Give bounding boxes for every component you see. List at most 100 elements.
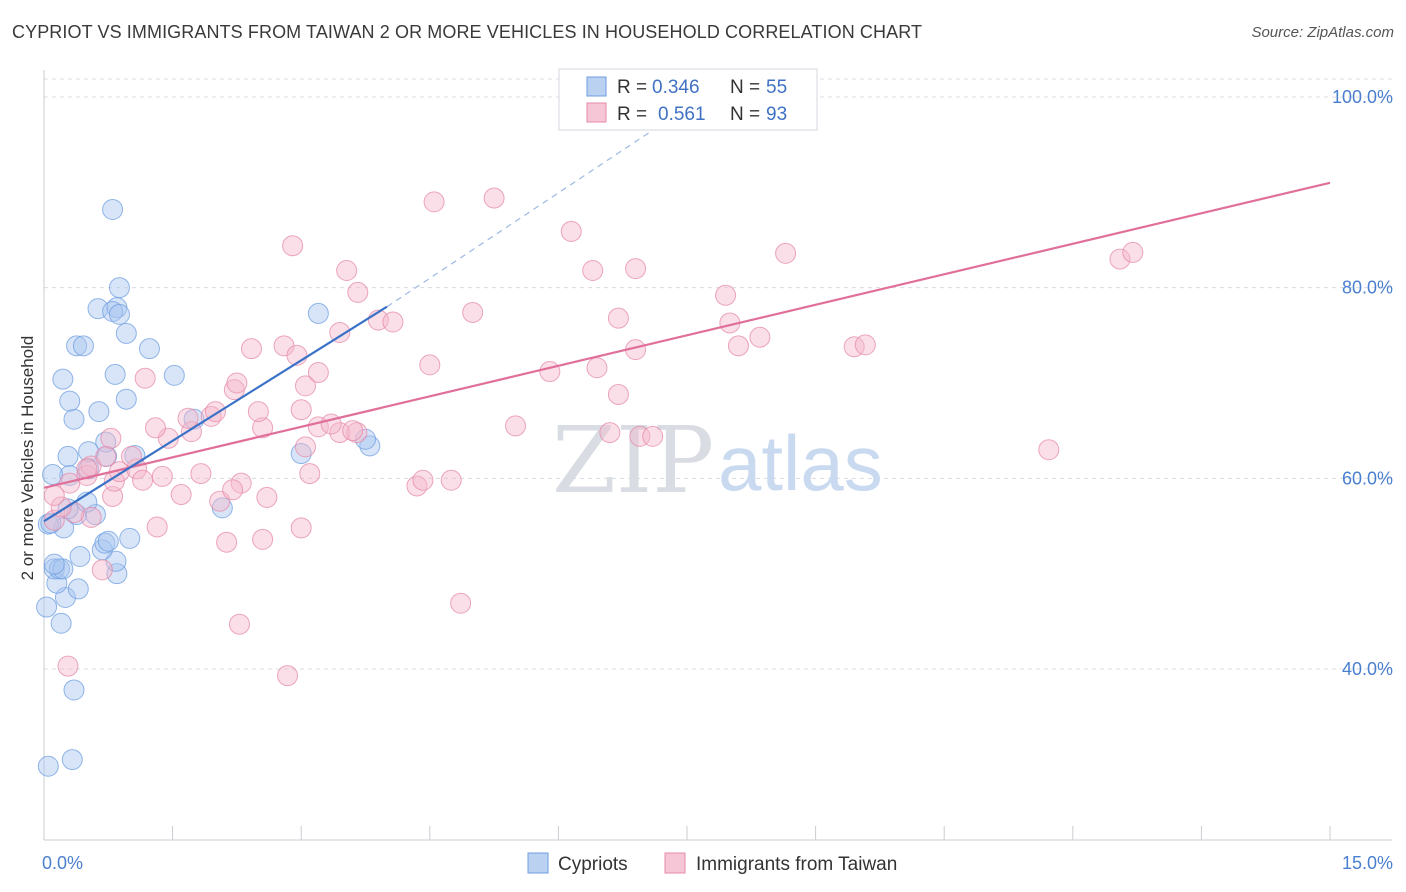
watermark: ZIP atlas [552, 407, 883, 514]
taiwan-point [247, 401, 269, 423]
taiwan-point [290, 399, 312, 421]
taiwan-point [749, 326, 771, 348]
cypriots-point [359, 435, 381, 457]
taiwan-point [483, 187, 505, 209]
cypriots-point [108, 303, 130, 325]
cypriots-point [138, 338, 160, 360]
cypriots-point [43, 558, 65, 580]
legend-n-label-taiwan: N = [730, 104, 760, 125]
taiwan-point [342, 420, 364, 442]
y-tick-label: 40.0% [1342, 659, 1393, 679]
taiwan-point [132, 469, 154, 491]
cypriots-point [67, 578, 89, 600]
taiwan-point [230, 472, 252, 494]
taiwan-point [854, 334, 876, 356]
cypriots-point [105, 550, 127, 572]
taiwan-point [222, 479, 244, 501]
cypriots-point [115, 388, 137, 410]
taiwan-point [419, 354, 441, 376]
chart-title: CYPRIOT VS IMMIGRANTS FROM TAIWAN 2 OR M… [12, 22, 923, 42]
taiwan-point [294, 375, 316, 397]
taiwan-point [177, 407, 199, 429]
cypriots-point [119, 527, 141, 549]
bottom-legend-swatch-taiwan [664, 852, 686, 874]
taiwan-point [134, 367, 156, 389]
y-tick-label: 80.0% [1342, 278, 1393, 298]
taiwan-point [423, 191, 445, 213]
bottom-legend-label-cypriots: Cypriots [558, 854, 628, 875]
taiwan-point [190, 463, 212, 485]
cypriots-trend-line [43, 305, 388, 523]
taiwan-point [100, 427, 122, 449]
cypriots-point [40, 512, 62, 534]
taiwan-point [539, 361, 561, 383]
taiwan-point [560, 220, 582, 242]
cypriots-point [97, 530, 119, 552]
taiwan-point [151, 465, 173, 487]
taiwan-point [1038, 439, 1060, 461]
taiwan-point [256, 486, 278, 508]
legend-r-value-taiwan: 0.561 [658, 104, 706, 125]
cypriots-point [94, 532, 116, 554]
taiwan-point [505, 415, 527, 437]
taiwan-point [50, 496, 72, 518]
cypriots-point [52, 368, 74, 390]
taiwan-point [299, 463, 321, 485]
taiwan-point [282, 235, 304, 257]
cypriots-point [43, 553, 65, 575]
cypriots-point [63, 408, 85, 430]
taiwan-point [775, 242, 797, 264]
taiwan-point [276, 665, 298, 687]
taiwan-point [329, 321, 351, 343]
taiwan-point [228, 613, 250, 635]
data-points [36, 81, 1144, 777]
legend-n-label-cypriots: N = [730, 77, 760, 98]
cypriots-trend-extension [386, 101, 696, 308]
cypriots-point [37, 755, 59, 777]
taiwan-point [95, 445, 117, 467]
taiwan-point [382, 311, 404, 333]
cypriots-point [72, 335, 94, 357]
axes: 40.0% 60.0% 80.0% 100.0% 0.0% 15.0% [42, 70, 1393, 873]
taiwan-point [607, 383, 629, 405]
taiwan-point [252, 528, 274, 550]
taiwan-point [1109, 248, 1131, 270]
taiwan-point [440, 469, 462, 491]
taiwan-point [599, 422, 621, 444]
series-taiwan [43, 81, 1144, 687]
y-axis-label: 2 or more Vehicles in Household [18, 336, 37, 581]
taiwan-point [629, 425, 651, 447]
taiwan-point [462, 301, 484, 323]
taiwan-point [252, 417, 274, 439]
grid-lines [44, 78, 1392, 670]
taiwan-point [625, 258, 647, 280]
legend-r-label-cypriots: R = [617, 77, 647, 98]
trend-lines [43, 101, 1331, 523]
cypriots-point [355, 428, 376, 450]
taiwan-point [307, 362, 329, 384]
taiwan-point [450, 592, 472, 614]
cypriots-point [57, 445, 79, 467]
watermark-zip: ZIP [552, 407, 714, 514]
taiwan-point [102, 485, 124, 507]
legend-r-label-taiwan: R = [617, 104, 647, 125]
correlation-legend: R = 0.346 N = 55 R = 0.561 N = 93 [558, 68, 818, 131]
cypriots-point [102, 198, 124, 220]
taiwan-point [91, 559, 113, 581]
y-tick-label: 60.0% [1342, 468, 1393, 488]
taiwan-point [715, 284, 737, 306]
taiwan-point [57, 655, 79, 677]
cypriots-point [307, 302, 329, 324]
watermark-atlas: atlas [718, 419, 883, 507]
bottom-legend-label-taiwan: Immigrants from Taiwan [696, 854, 897, 875]
legend-n-value-taiwan: 93 [766, 104, 787, 125]
cypriots-point [59, 390, 81, 412]
taiwan-point [642, 425, 664, 447]
taiwan-point [336, 260, 358, 282]
cypriots-point [50, 612, 72, 634]
taiwan-point [347, 281, 369, 303]
cypriots-point [108, 277, 130, 299]
y-tick-label: 100.0% [1332, 87, 1393, 107]
bottom-legend-swatch-cypriots [527, 852, 549, 874]
